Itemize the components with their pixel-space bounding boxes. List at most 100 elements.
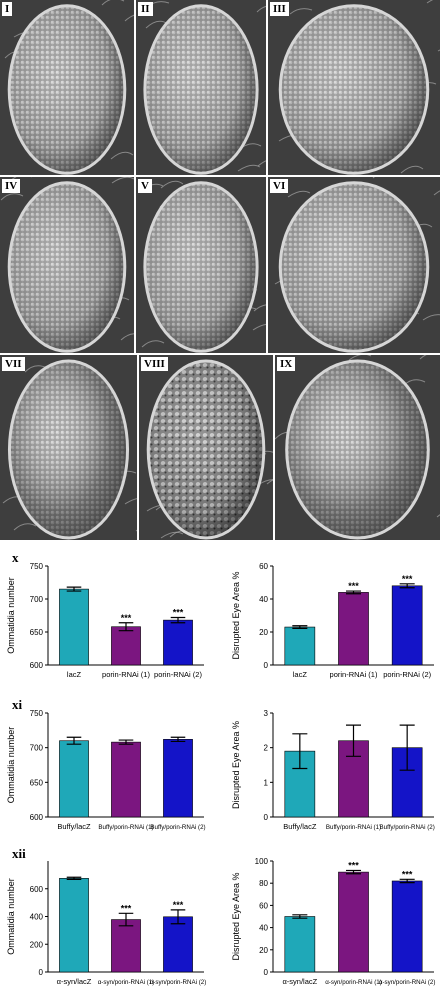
y-tick-label: 0: [39, 968, 44, 977]
sem-eye-panel: V: [136, 177, 266, 353]
category-label: α-syn/lacZ: [282, 977, 317, 986]
category-label: Buffy/porin-RNAi (2): [150, 824, 205, 831]
significance-label: ***: [121, 903, 132, 913]
y-axis-label: Disrupted Eye Area %: [231, 872, 241, 960]
panel-label: II: [138, 2, 153, 16]
error-bar: [66, 586, 82, 592]
error-bar: [399, 724, 415, 771]
category-label: α-syn/porin-RNAi (1): [98, 979, 155, 986]
bar-chart: 0 1 2 3 Disrupted Eye Area % Buffy/lacZ Buffy/…: [231, 709, 435, 831]
sem-eye-panel: VIII: [139, 355, 273, 540]
significance-label: ***: [348, 581, 359, 591]
sem-eye-image: [136, 0, 266, 175]
error-bar: [66, 736, 82, 745]
sem-eye-image: [136, 177, 266, 353]
significance-label: ***: [402, 574, 413, 584]
category-label: Buffy/porin-RNAi (1): [98, 824, 153, 831]
error-bar: [399, 583, 415, 589]
panel-label: I: [2, 2, 13, 16]
panel-label: IX: [277, 357, 296, 371]
y-tick-label: 3: [264, 709, 269, 718]
error-bar: [292, 733, 308, 770]
error-bar: [292, 625, 308, 629]
significance-label: ***: [173, 900, 184, 910]
error-bar: [170, 616, 186, 624]
y-tick-label: 750: [30, 709, 44, 718]
bar: [391, 880, 423, 973]
y-tick-label: 60: [259, 901, 268, 910]
bar-chart: 0 20 40 60 80 100 Disrupted Eye Area % α-syn/la…: [231, 857, 435, 986]
error-bar: [66, 876, 82, 881]
significance-label: ***: [121, 613, 132, 623]
error-bar: [345, 869, 362, 875]
significance-label: ***: [173, 607, 184, 617]
y-tick-label: 40: [259, 924, 268, 933]
panel-label: VIII: [141, 357, 168, 371]
y-tick-label: 700: [30, 595, 44, 604]
y-axis-label: Ommatidia number: [6, 577, 16, 654]
error-bar: [118, 912, 134, 927]
sem-eye-panel: II: [136, 0, 266, 175]
error-bar: [292, 914, 308, 919]
y-tick-label: 1: [264, 778, 269, 787]
y-tick-label: 400: [30, 913, 44, 922]
category-label: α-syn/porin-RNAi (2): [150, 979, 207, 986]
y-tick-label: 700: [30, 744, 44, 753]
y-tick-label: 80: [259, 879, 268, 888]
bar-chart: 0 200 400 600 Ommatidia number α-syn/lacZ *** α…: [6, 861, 207, 986]
y-axis-label: Ommatidia number: [6, 727, 16, 804]
category-label: porin-RNAi (2): [154, 670, 202, 679]
bar: [111, 626, 141, 666]
y-axis-label: Disrupted Eye Area %: [231, 721, 241, 809]
y-tick-label: 0: [264, 968, 269, 977]
y-tick-label: 0: [264, 661, 269, 670]
error-bar: [118, 739, 134, 745]
bar: [59, 588, 89, 666]
category-label: lacZ: [293, 670, 308, 679]
sem-eye-panel: IX: [275, 355, 440, 540]
bar: [59, 878, 89, 973]
category-label: Buffy/porin-RNAi (2): [380, 824, 435, 831]
sem-eye-image: [0, 355, 137, 540]
sem-eye-image: [268, 0, 440, 175]
category-label: α-syn/porin-RNAi (1): [325, 979, 382, 986]
sem-eye-panel: IV: [0, 177, 134, 353]
y-axis-label: Ommatidia number: [6, 878, 16, 955]
y-axis-label: Disrupted Eye Area %: [231, 571, 241, 659]
bar-chart: 0 20 40 60 Disrupted Eye Area % lacZ *** porin-…: [231, 562, 434, 679]
y-tick-label: 650: [30, 778, 44, 787]
panel-label: VI: [270, 179, 289, 193]
sem-image-grid: I II III IV V VI VII VIII IX: [0, 0, 440, 540]
sem-eye-image: [0, 0, 134, 175]
y-tick-label: 200: [30, 940, 44, 949]
row-label: xii: [12, 846, 26, 861]
category-label: Buffy/porin-RNAi (1): [326, 824, 381, 831]
y-tick-label: 40: [259, 595, 268, 604]
significance-label: ***: [348, 860, 359, 870]
row-label: xi: [12, 697, 23, 712]
y-tick-label: 60: [259, 562, 268, 571]
error-bar: [170, 736, 186, 743]
sem-eye-image: [275, 355, 440, 540]
sem-eye-image: [268, 177, 440, 353]
y-tick-label: 750: [30, 562, 44, 571]
bar: [111, 741, 141, 818]
y-tick-label: 0: [264, 813, 269, 822]
bar: [338, 592, 369, 666]
panel-label: III: [270, 2, 289, 16]
error-bar: [118, 622, 134, 632]
category-label: lacZ: [67, 670, 82, 679]
bar: [284, 916, 316, 973]
y-tick-label: 20: [259, 628, 268, 637]
y-tick-label: 600: [30, 885, 44, 894]
bar-chart: 600 650 700 750 Ommatidia number Buffy/lacZ Bu…: [6, 709, 206, 831]
bar: [391, 585, 423, 666]
y-tick-label: 100: [255, 857, 269, 866]
category-label: α-syn/lacZ: [57, 977, 92, 986]
significance-label: ***: [402, 869, 413, 879]
category-label: Buffy/lacZ: [283, 822, 317, 831]
sem-eye-panel: I: [0, 0, 134, 175]
category-label: Buffy/lacZ: [57, 822, 91, 831]
panel-label: VII: [2, 357, 25, 371]
y-tick-label: 600: [30, 813, 44, 822]
